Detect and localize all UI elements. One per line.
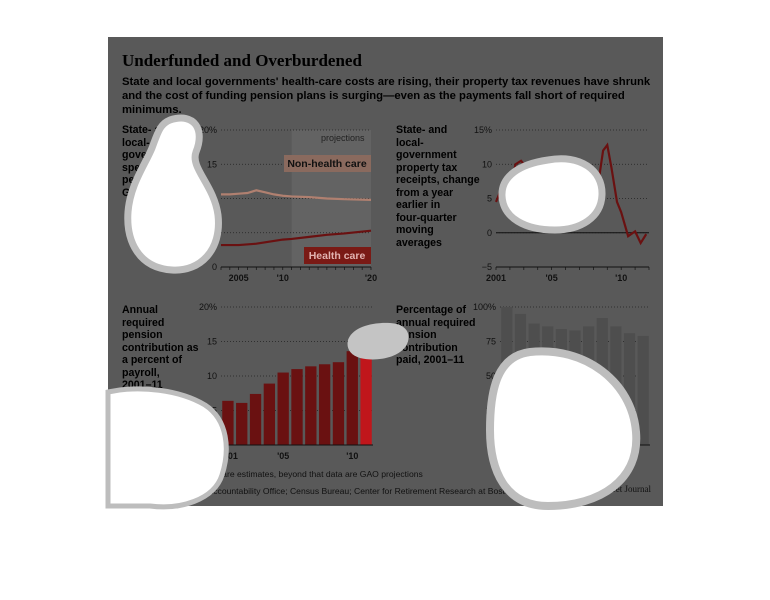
- chart2-label-line: property tax: [396, 161, 458, 174]
- chart2-label-line: averages: [396, 236, 442, 249]
- chart1-series-line: [221, 189, 372, 201]
- chart4-bar: [596, 318, 608, 445]
- chart3-x-tick-label: '05: [277, 451, 289, 461]
- chart2-y-tick-label: 0: [487, 228, 492, 238]
- graphic-subtitle: State and local governments' health-care…: [122, 76, 651, 116]
- chart2-label-line: local-: [396, 136, 424, 149]
- chart2-label-line: government: [396, 149, 457, 161]
- chart2-label-line: earlier in: [396, 199, 441, 211]
- chart3-bar: [360, 337, 372, 445]
- chart1-x-tick-label: '20: [365, 273, 377, 283]
- chart3-y-tick-label: 0: [212, 440, 217, 450]
- chart3-x-tick-label: 2001: [218, 451, 238, 461]
- chart2-x-tick-label: '10: [615, 273, 627, 283]
- chart4-label-line: Percentage of: [396, 304, 467, 316]
- chart3-label-line: pension: [122, 329, 163, 341]
- sources-text: Sources: Government Accountability Offic…: [122, 486, 547, 496]
- chart2-y-tick-label: −5: [482, 262, 492, 272]
- graphic-panel: Underfunded and Overburdened State and l…: [108, 37, 663, 506]
- chart4-bar: [542, 326, 554, 445]
- chart3-y-tick-label: 20%: [199, 302, 217, 312]
- chart2-label: State- and local-government property tax re…: [396, 124, 480, 249]
- chart4-y-tick-label: 0: [491, 440, 496, 450]
- chart3-bar: [236, 402, 248, 445]
- chart3-bar: [346, 351, 358, 445]
- chart1-y-tick-label: 20%: [199, 125, 217, 135]
- chart2-y-tick-label: 5: [487, 194, 492, 204]
- chart4-bar: [569, 330, 581, 445]
- chart4-x-tick-label: '05: [555, 451, 567, 461]
- chart2-x-tick-label: '05: [546, 273, 558, 283]
- chart3-bar: [291, 369, 303, 445]
- chart3-bar: [332, 362, 345, 445]
- chart2-label-line: moving: [396, 224, 434, 236]
- chart1-series-line: [221, 229, 372, 247]
- chart4-bar: [514, 313, 527, 445]
- chart3-label-line: contribution as: [122, 341, 199, 354]
- chart4-label-line: paid, 2001–11: [396, 354, 465, 366]
- chart3-label-line: a percent of: [122, 354, 183, 366]
- chart1-y-tick-label: 10: [207, 194, 217, 204]
- chart2-label-line: receipts, change: [396, 174, 480, 186]
- chart1-x-tick-label: '10: [277, 273, 289, 283]
- chart3-x-tick-label: '10: [346, 451, 358, 461]
- chart3-y-tick-label: 10: [207, 371, 217, 381]
- note-text: Note: 2011 spending data are estimates, …: [122, 469, 423, 479]
- graphic-title: Underfunded and Overburdened: [122, 51, 362, 70]
- chart2-x-tick-label: 2001: [486, 273, 506, 283]
- chart2-label-line: State- and: [396, 124, 448, 136]
- chart1-projections-label: projections: [321, 133, 365, 143]
- chart4-bar: [528, 323, 540, 445]
- chart4-label-line: contribution: [396, 341, 458, 354]
- chart4-y-tick-label: 50: [486, 371, 496, 381]
- credit-text: The Wall Street Journal: [566, 484, 651, 494]
- chart4-y-tick-label: 100%: [473, 302, 496, 312]
- chart4-bar: [623, 333, 636, 445]
- chart2-series-line: [494, 142, 648, 246]
- chart1-y-tick-label: 15: [207, 159, 217, 169]
- chart4-bar: [501, 307, 513, 445]
- chart3-bar: [318, 364, 331, 445]
- chart2-label-line: from a year: [396, 186, 454, 199]
- chart1-y-tick-label: 5: [212, 228, 217, 238]
- chart4-x-tick-label: 2001: [497, 451, 517, 461]
- chart3-y-tick-label: 5: [212, 406, 217, 416]
- chart3-y-tick-label: 15: [207, 337, 217, 347]
- chart4-bar: [555, 329, 567, 445]
- chart4-label-line: annual required: [396, 316, 476, 329]
- chart1-x-tick-label: 2005: [229, 273, 249, 283]
- chart4-x-tick-label: '10: [623, 451, 635, 461]
- chart2-y-tick-label: 10: [482, 159, 492, 169]
- chart3-bar: [222, 400, 234, 445]
- chart3-bar: [263, 383, 276, 445]
- chart1-series-tag-bg: [304, 247, 371, 264]
- chart4-bar: [610, 326, 622, 445]
- chart4-y-tick-label: 75: [486, 337, 496, 347]
- chart1-series-tag-bg: [284, 155, 371, 172]
- chart4-y-tick-label: 25: [486, 406, 496, 416]
- chart3-bar: [277, 372, 289, 445]
- chart1-series-name: Non-health care: [287, 158, 367, 170]
- chart3-bar: [305, 366, 317, 445]
- chart4-bar: [637, 335, 649, 445]
- chart1-series-name: Health care: [309, 250, 366, 262]
- chart3-bar: [249, 393, 262, 445]
- chart4-bar: [583, 326, 595, 445]
- chart2-label-line: four-quarter: [396, 211, 457, 224]
- chart3-label-line: Annual: [122, 304, 158, 316]
- chart3-label-line: required: [122, 316, 165, 329]
- chart3-label-line: payroll,: [122, 366, 160, 379]
- chart2-y-tick-label: 15%: [474, 125, 492, 135]
- chart1-y-tick-label: 0: [212, 262, 217, 272]
